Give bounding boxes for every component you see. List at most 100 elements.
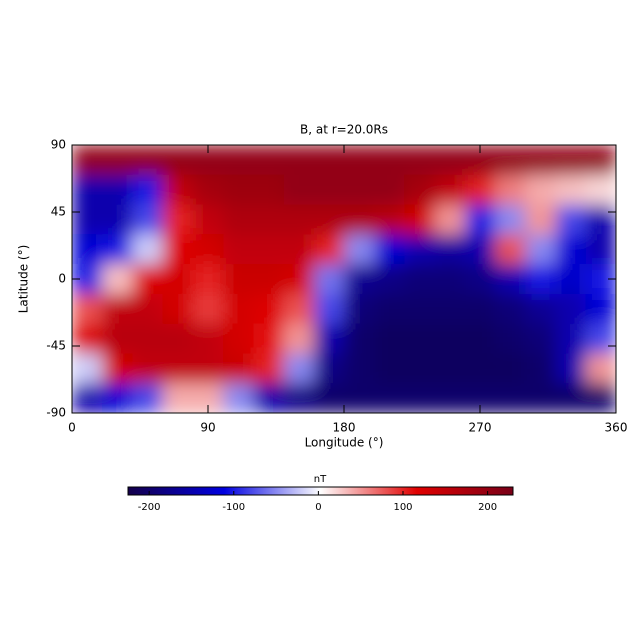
heatmap-cell <box>434 323 466 354</box>
heatmap <box>72 145 616 413</box>
heatmap-cell <box>223 383 254 413</box>
colorbar-title: nT <box>314 474 327 485</box>
heatmap-cell <box>495 383 526 413</box>
heatmap-cell <box>495 353 526 384</box>
heatmap-cell <box>313 174 345 206</box>
y-tick-label: 45 <box>51 205 66 219</box>
heatmap-cell <box>283 383 315 413</box>
chart-title: B, at r=20.0Rs <box>300 123 388 137</box>
colorbar <box>127 486 514 496</box>
x-axis-title: Longitude (°) <box>305 436 384 450</box>
x-tick-label: 270 <box>469 421 492 435</box>
heatmap-cell <box>344 204 375 235</box>
heatmap-cell <box>283 264 315 295</box>
x-tick-label: 360 <box>605 421 628 435</box>
heatmap-cell <box>72 383 103 413</box>
heatmap-cell <box>585 353 616 384</box>
heatmap-cell <box>253 323 285 354</box>
heatmap-cell <box>223 174 254 206</box>
heatmap-cell <box>434 204 466 235</box>
heatmap-cell <box>374 204 405 235</box>
heatmap-cell <box>132 234 164 265</box>
heatmap-cell <box>404 234 436 265</box>
heatmap-cell <box>434 383 466 413</box>
heatmap-cell <box>555 383 587 413</box>
heatmap-cell <box>72 145 103 176</box>
heatmap-cell <box>253 264 285 295</box>
heatmap-cell <box>525 234 557 265</box>
heatmap-cell <box>404 323 436 354</box>
heatmap-cell <box>102 234 133 265</box>
heatmap-cell <box>404 145 436 176</box>
heatmap-cell <box>102 174 133 206</box>
x-tick-label: 90 <box>200 421 215 435</box>
heatmap-cell <box>72 323 103 354</box>
heatmap-cell <box>434 264 466 295</box>
heatmap-cell <box>344 234 375 265</box>
heatmap-cell <box>162 174 194 206</box>
heatmap-cell <box>464 323 496 354</box>
colorbar-tick-label: 0 <box>315 502 321 513</box>
y-tick-label: 90 <box>51 138 66 152</box>
heatmap-cell <box>72 234 103 265</box>
heatmap-cell <box>223 234 254 265</box>
heatmap-cell <box>102 323 133 354</box>
heatmap-cell <box>253 234 285 265</box>
heatmap-cell <box>404 383 436 413</box>
heatmap-cell <box>192 353 224 384</box>
heatmap-cell <box>162 323 194 354</box>
heatmap-cell <box>404 293 436 325</box>
heatmap-cell <box>525 264 557 295</box>
heatmap-cell <box>555 353 587 384</box>
heatmap-cell <box>102 353 133 384</box>
heatmap-cell <box>162 264 194 295</box>
heatmap-cell <box>374 264 405 295</box>
heatmap-cell <box>223 323 254 354</box>
heatmap-cell <box>344 323 375 354</box>
heatmap-cell <box>495 174 526 206</box>
heatmap-cell <box>555 323 587 354</box>
heatmap-cell <box>72 293 103 325</box>
heatmap-cell <box>555 174 587 206</box>
heatmap-cell <box>525 145 557 176</box>
heatmap-cell <box>404 204 436 235</box>
heatmap-cell <box>585 174 616 206</box>
heatmap-cell <box>162 353 194 384</box>
heatmap-cell <box>162 145 194 176</box>
heatmap-cell <box>223 293 254 325</box>
heatmap-cell <box>464 264 496 295</box>
heatmap-cell <box>495 204 526 235</box>
colorbar-tick-label: 200 <box>478 502 497 513</box>
heatmap-cell <box>192 323 224 354</box>
heatmap-cell <box>253 293 285 325</box>
heatmap-cell <box>555 204 587 235</box>
heatmap-cell <box>223 204 254 235</box>
heatmap-cell <box>313 323 345 354</box>
heatmap-cell <box>585 234 616 265</box>
colorbar-tick-label: 100 <box>393 502 412 513</box>
heatmap-cell <box>374 323 405 354</box>
heatmap-cell <box>162 234 194 265</box>
heatmap-cell <box>102 383 133 413</box>
heatmap-cell <box>102 204 133 235</box>
heatmap-cell <box>555 293 587 325</box>
heatmap-cell <box>283 323 315 354</box>
heatmap-cell <box>464 174 496 206</box>
heatmap-cell <box>132 174 164 206</box>
heatmap-cell <box>102 264 133 295</box>
y-tick-label: -45 <box>46 339 66 353</box>
heatmap-cell <box>464 204 496 235</box>
heatmap-cell <box>223 145 254 176</box>
heatmap-cell <box>585 145 616 176</box>
heatmap-cell <box>223 353 254 384</box>
heatmap-cell <box>283 234 315 265</box>
heatmap-cell <box>464 234 496 265</box>
x-tick-label: 0 <box>68 421 76 435</box>
heatmap-cell <box>404 353 436 384</box>
heatmap-cell <box>132 293 164 325</box>
heatmap-cell <box>162 293 194 325</box>
heatmap-cell <box>132 145 164 176</box>
colorbar-tick-label: -200 <box>138 502 161 513</box>
heatmap-cell <box>283 145 315 176</box>
heatmap-cell <box>344 293 375 325</box>
